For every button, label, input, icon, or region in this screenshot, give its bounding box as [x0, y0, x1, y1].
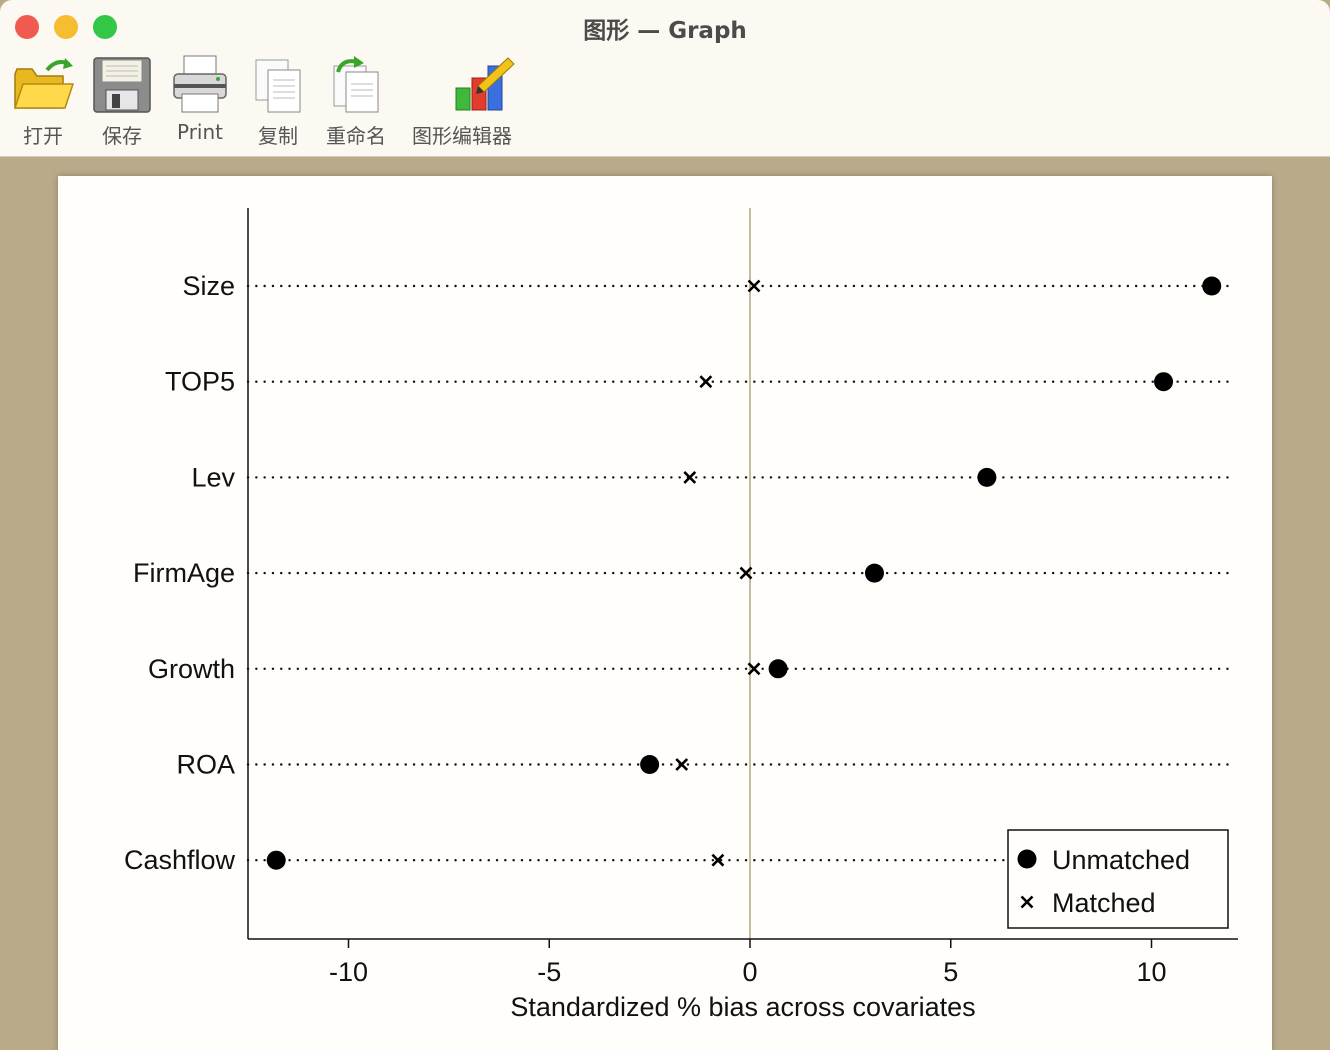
toolbar-rename-button[interactable]: 重命名	[324, 54, 388, 149]
matched-point-firmage	[739, 566, 753, 580]
category-label-firmage: FirmAge	[133, 558, 235, 588]
maximize-window-button[interactable]	[93, 15, 117, 39]
toolbar-graph-editor-label: 图形编辑器	[412, 124, 512, 148]
folder-open-icon	[13, 58, 75, 109]
x-tick-label--5: -5	[537, 957, 561, 987]
category-label-roa: ROA	[176, 750, 235, 780]
legend-marker-unmatched	[1017, 849, 1037, 869]
x-tick-label--10: -10	[329, 957, 368, 987]
toolbar-print-button[interactable]: Print	[168, 54, 232, 144]
category-label-growth: Growth	[148, 654, 235, 684]
close-window-button[interactable]	[15, 15, 39, 39]
toolbar-open-button[interactable]: 打开	[11, 54, 75, 149]
matched-point-top5	[699, 375, 713, 389]
matched-point-lev	[683, 470, 697, 484]
unmatched-point-roa	[640, 755, 660, 774]
category-label-lev: Lev	[191, 462, 235, 492]
category-label-size: Size	[182, 271, 235, 301]
unmatched-point-size	[1202, 276, 1222, 296]
copy-icon	[255, 59, 301, 113]
matched-point-cashflow	[711, 853, 725, 867]
matched-point-roa	[675, 758, 689, 771]
category-label-cashflow: Cashflow	[124, 845, 236, 875]
unmatched-point-lev	[977, 467, 997, 487]
legend-label-unmatched: Unmatched	[1052, 845, 1190, 875]
toolbar-rename-label: 重命名	[326, 124, 386, 148]
x-axis-title: Standardized % bias across covariates	[510, 992, 975, 1022]
minimize-window-button[interactable]	[54, 15, 78, 39]
legend-label-matched: Matched	[1052, 888, 1156, 918]
toolbar-save-label: 保存	[102, 124, 142, 148]
toolbar-save-button[interactable]: 保存	[90, 54, 154, 149]
unmatched-point-top5	[1154, 372, 1174, 392]
title-bar: 图形 — Graph 打开 保存	[0, 0, 1330, 157]
bias-dot-chart: Size TOP5 Lev FirmAge Growth ROA Cashflow -10 -5…	[124, 208, 1238, 1022]
window-title: 图形 — Graph	[583, 18, 747, 44]
toolbar-copy-label: 复制	[258, 124, 298, 148]
floppy-disk-icon	[93, 57, 151, 113]
matched-point-growth	[747, 662, 761, 676]
toolbar-graph-editor-button[interactable]: 图形编辑器	[406, 54, 518, 149]
printer-icon	[173, 55, 227, 113]
toolbar-copy-button[interactable]: 复制	[246, 54, 310, 149]
unmatched-point-growth	[768, 659, 788, 679]
category-label-top5: TOP5	[165, 367, 235, 397]
toolbar-open-label: 打开	[23, 124, 63, 148]
legend-marker-matched	[1020, 895, 1034, 909]
x-tick-label-0: 0	[742, 957, 757, 987]
rename-icon	[333, 56, 379, 113]
x-tick-label-10: 10	[1136, 957, 1166, 987]
toolbar-print-label: Print	[176, 120, 223, 144]
unmatched-point-firmage	[864, 563, 884, 583]
legend-box	[1007, 829, 1229, 929]
matched-point-size	[747, 279, 761, 293]
graph-editor-icon	[455, 57, 515, 111]
x-tick-label-5: 5	[943, 957, 958, 987]
graph-canvas: Size TOP5 Lev FirmAge Growth ROA Cashflow -10 -5…	[58, 176, 1272, 1050]
unmatched-point-cashflow	[266, 850, 286, 870]
